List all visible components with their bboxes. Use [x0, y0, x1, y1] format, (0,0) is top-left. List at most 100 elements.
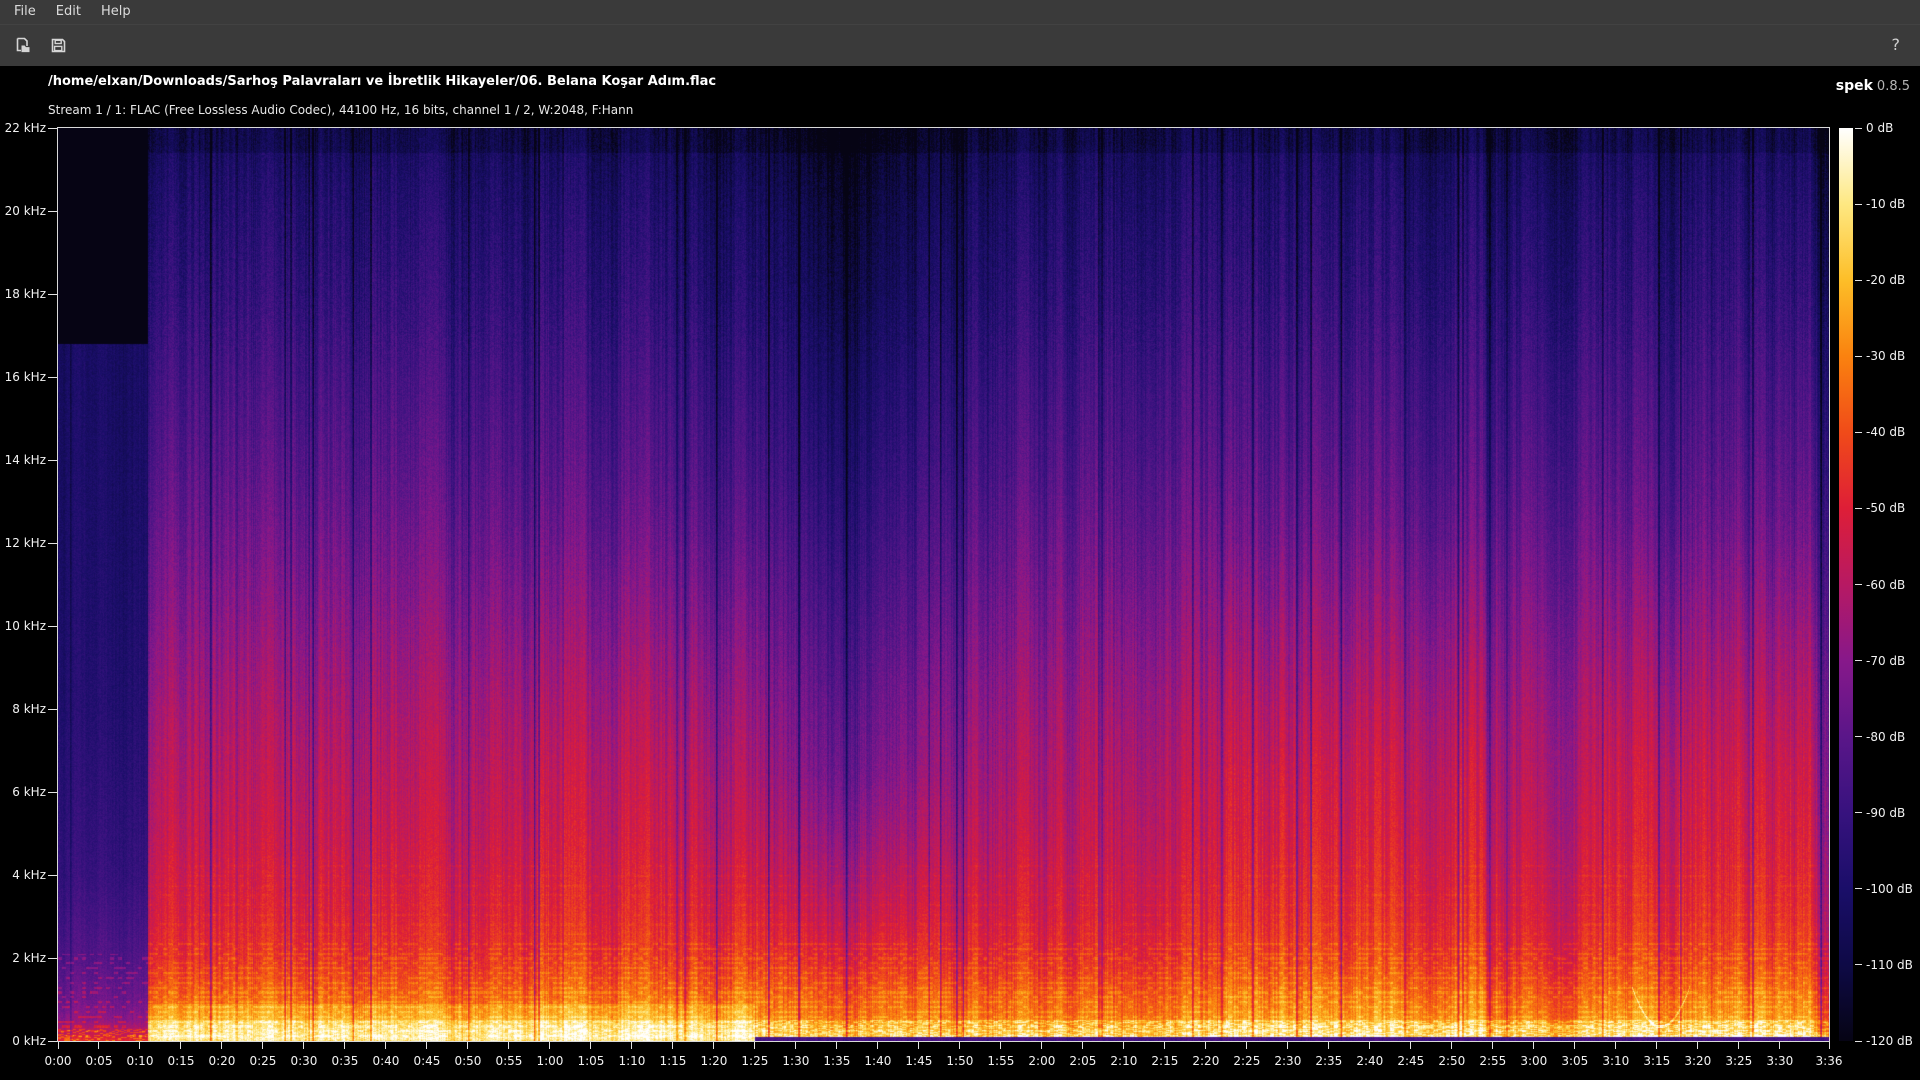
time-tick-label: 2:00 — [1028, 1054, 1056, 1068]
time-tick-label: 2:40 — [1356, 1054, 1384, 1068]
time-tick-mark — [426, 1042, 428, 1049]
db-tick-mark — [1855, 888, 1862, 890]
freq-tick-mark — [48, 459, 57, 461]
db-tick-mark — [1855, 431, 1862, 433]
time-tick-mark — [180, 1042, 182, 1049]
freq-tick-mark — [48, 708, 57, 710]
open-file-button[interactable] — [8, 32, 36, 60]
freq-tick-mark — [48, 791, 57, 793]
time-tick-label: 0:30 — [290, 1054, 318, 1068]
time-tick-mark — [795, 1042, 797, 1049]
freq-tick-mark — [48, 376, 57, 378]
freq-tick-mark — [48, 957, 57, 959]
time-tick-mark — [467, 1042, 469, 1049]
menu-file[interactable]: File — [14, 4, 36, 19]
db-tick-label: -70 dB — [1866, 653, 1906, 668]
menu-edit[interactable]: Edit — [55, 4, 81, 19]
time-tick-label: 1:15 — [659, 1054, 687, 1068]
time-tick-label: 0:00 — [44, 1054, 72, 1068]
time-tick-mark — [1656, 1042, 1658, 1049]
time-tick-label: 3:25 — [1725, 1054, 1753, 1068]
help-button[interactable]: ? — [1891, 35, 1901, 54]
menubar: File Edit Help — [0, 0, 1920, 24]
db-tick-label: -110 dB — [1866, 957, 1913, 972]
time-tick-label: 3:30 — [1766, 1054, 1794, 1068]
time-tick-label: 2:10 — [1110, 1054, 1138, 1068]
time-tick-mark — [1779, 1042, 1781, 1049]
time-tick-label: 1:50 — [946, 1054, 974, 1068]
db-tick-mark — [1855, 1040, 1862, 1042]
db-tick-label: 0 dB — [1866, 121, 1894, 135]
time-tick-mark — [959, 1042, 961, 1049]
time-tick-label: 3:10 — [1602, 1054, 1630, 1068]
time-tick-mark — [1246, 1042, 1248, 1049]
freq-tick-label: 10 kHz — [4, 619, 46, 633]
freq-tick-label: 12 kHz — [4, 536, 46, 550]
freq-tick-label: 8 kHz — [12, 702, 46, 716]
freq-tick-label: 16 kHz — [4, 370, 46, 384]
freq-tick-label: 4 kHz — [12, 868, 46, 882]
time-tick-label: 2:50 — [1438, 1054, 1466, 1068]
time-tick-label: 0:20 — [208, 1054, 236, 1068]
freq-tick-mark — [48, 542, 57, 544]
app-version-badge: spek 0.8.5 — [1836, 75, 1910, 94]
db-tick-mark — [1855, 964, 1862, 966]
time-tick-mark — [1615, 1042, 1617, 1049]
time-tick-label: 1:20 — [700, 1054, 728, 1068]
db-colorbar — [1839, 128, 1853, 1041]
time-tick-mark — [1000, 1042, 1002, 1049]
time-tick-label: 2:30 — [1274, 1054, 1302, 1068]
time-tick-mark — [713, 1042, 715, 1049]
time-tick-label: 1:55 — [987, 1054, 1015, 1068]
time-tick-label: 1:25 — [741, 1054, 769, 1068]
time-tick-label: 0:45 — [413, 1054, 441, 1068]
time-tick-mark — [303, 1042, 305, 1049]
db-tick-label: -20 dB — [1866, 273, 1906, 288]
time-tick-mark — [385, 1042, 387, 1049]
open-file-icon — [16, 37, 29, 53]
time-tick-mark — [262, 1042, 264, 1049]
time-tick-label: 2:35 — [1315, 1054, 1343, 1068]
time-tick-mark — [1205, 1042, 1207, 1049]
time-tick-mark — [1738, 1042, 1740, 1049]
time-tick-label: 0:25 — [249, 1054, 277, 1068]
time-tick-mark — [1082, 1042, 1084, 1049]
time-tick-mark — [508, 1042, 510, 1049]
time-tick-label: 2:20 — [1192, 1054, 1220, 1068]
db-tick-label: -100 dB — [1866, 881, 1913, 896]
spectrogram-canvas — [58, 128, 1829, 1041]
time-tick-mark — [1451, 1042, 1453, 1049]
db-tick-mark — [1855, 507, 1862, 509]
time-tick-mark — [631, 1042, 633, 1049]
time-tick-mark — [672, 1042, 674, 1049]
save-button[interactable] — [44, 32, 72, 60]
time-tick-label: 1:35 — [823, 1054, 851, 1068]
time-tick-label: 2:25 — [1233, 1054, 1261, 1068]
freq-tick-label: 14 kHz — [4, 453, 46, 467]
menu-help[interactable]: Help — [100, 4, 131, 19]
db-tick-label: -120 dB — [1866, 1034, 1913, 1048]
time-tick-mark — [549, 1042, 551, 1049]
toolbar: ? — [0, 24, 1920, 66]
time-tick-label: 2:45 — [1397, 1054, 1425, 1068]
db-tick-label: -40 dB — [1866, 425, 1906, 440]
db-tick-mark — [1855, 736, 1862, 738]
db-tick-mark — [1855, 355, 1862, 357]
freq-tick-label: 22 kHz — [4, 121, 46, 135]
spectrogram-frame — [57, 127, 1830, 1042]
db-tick-mark — [1855, 127, 1862, 129]
db-tick-label: -90 dB — [1866, 805, 1906, 820]
freq-tick-label: 18 kHz — [4, 287, 46, 301]
freq-tick-mark — [48, 1040, 57, 1042]
freq-tick-mark — [48, 625, 57, 627]
time-tick-label: 0:55 — [495, 1054, 523, 1068]
freq-tick-label: 6 kHz — [12, 785, 46, 799]
time-tick-label: 1:45 — [905, 1054, 933, 1068]
file-path-title: /home/elxan/Downloads/Sarhoş Palavraları… — [48, 74, 717, 89]
time-tick-mark — [344, 1042, 346, 1049]
freq-tick-label: 2 kHz — [12, 951, 46, 965]
time-tick-label: 3:15 — [1643, 1054, 1671, 1068]
stream-info: Stream 1 / 1: FLAC (Free Lossless Audio … — [48, 103, 634, 117]
db-tick-mark — [1855, 584, 1862, 585]
